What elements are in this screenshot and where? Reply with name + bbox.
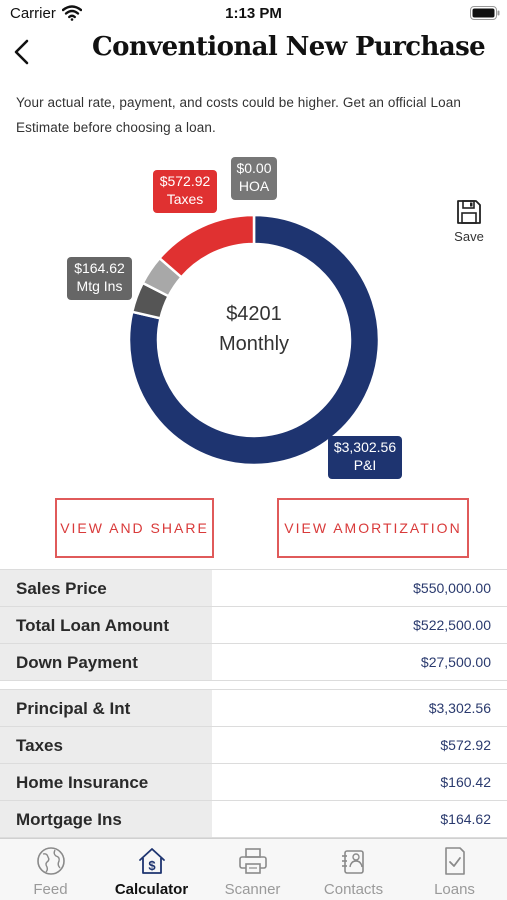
loan-summary-table: Sales Price $550,000.00 Total Loan Amoun… bbox=[0, 569, 507, 681]
tab-label: Loans bbox=[434, 881, 475, 898]
pi-tag: $3,302.56 P&I bbox=[328, 436, 402, 479]
hoa-tag: $0.00 HOA bbox=[231, 157, 277, 200]
floppy-disk-icon bbox=[457, 200, 481, 224]
table-row: Total Loan Amount $522,500.00 bbox=[0, 607, 507, 644]
contacts-icon bbox=[341, 850, 364, 874]
printer-icon bbox=[238, 848, 267, 874]
taxes-tag-label: Taxes bbox=[166, 191, 204, 207]
row-label-cell bbox=[0, 727, 212, 763]
mtg-ins-tag: $164.62 Mtg Ins bbox=[67, 257, 132, 300]
payment-donut-chart: $4201 Monthly bbox=[0, 150, 507, 490]
tab-calculator[interactable]: $ Calculator bbox=[101, 839, 202, 900]
row-label-cell bbox=[0, 801, 212, 837]
page-title: Conventional New Purchase bbox=[92, 32, 486, 62]
row-value: $522,500.00 bbox=[413, 617, 491, 633]
row-label-cell bbox=[0, 764, 212, 800]
globe-icon bbox=[36, 847, 65, 875]
mtg-ins-tag-label: Mtg Ins bbox=[76, 278, 123, 294]
row-value: $3,302.56 bbox=[428, 700, 491, 716]
monthly-amount: $4201 bbox=[226, 303, 282, 325]
view-and-share-button[interactable]: VIEW AND SHARE bbox=[55, 498, 214, 558]
row-label: Down Payment bbox=[16, 653, 138, 672]
tab-label: Contacts bbox=[323, 881, 384, 898]
view-amortization-button[interactable]: VIEW AMORTIZATION bbox=[277, 498, 469, 558]
row-label-cell bbox=[0, 607, 212, 643]
row-label: Sales Price bbox=[16, 579, 107, 598]
donut-slice-taxes bbox=[157, 213, 256, 279]
donut-slice-p-i bbox=[127, 213, 381, 467]
mtg-ins-tag-value: $164.62 bbox=[74, 260, 125, 276]
row-value: $160.42 bbox=[440, 774, 491, 790]
table-row: Principal & Int $3,302.56 bbox=[0, 690, 507, 727]
row-label: Home Insurance bbox=[16, 773, 149, 792]
tab-label: Feed bbox=[33, 881, 68, 898]
carrier-label: Carrier bbox=[10, 5, 56, 22]
calculator-house-icon: $ bbox=[138, 848, 165, 874]
tab-loans[interactable]: Loans bbox=[404, 839, 505, 900]
payment-breakdown-table: Principal & Int $3,302.56 Taxes $572.92 … bbox=[0, 689, 507, 838]
wifi-icon bbox=[62, 5, 82, 21]
row-value: $550,000.00 bbox=[413, 580, 491, 596]
save-label: Save bbox=[454, 229, 484, 244]
table-row: Home Insurance $160.42 bbox=[0, 764, 507, 801]
status-time: 1:13 PM bbox=[225, 5, 282, 22]
pi-tag-label: P&I bbox=[353, 457, 377, 473]
document-check-icon bbox=[444, 847, 465, 875]
monthly-label: Monthly bbox=[218, 333, 290, 355]
tab-scanner[interactable]: Scanner bbox=[202, 839, 303, 900]
table-row: Taxes $572.92 bbox=[0, 727, 507, 764]
row-label-cell bbox=[0, 570, 212, 606]
save-button[interactable]: Save bbox=[448, 198, 490, 250]
status-bar: Carrier 1:13 PM bbox=[0, 0, 507, 28]
row-label: Principal & Int bbox=[16, 699, 131, 718]
row-value: $572.92 bbox=[440, 737, 491, 753]
table-row: Down Payment $27,500.00 bbox=[0, 644, 507, 681]
row-label-cell bbox=[0, 690, 212, 726]
back-button[interactable] bbox=[8, 32, 38, 72]
hoa-tag-label: HOA bbox=[238, 178, 270, 194]
tab-label: Scanner bbox=[224, 881, 281, 898]
tab-feed[interactable]: Feed bbox=[0, 839, 101, 900]
row-label: Total Loan Amount bbox=[16, 616, 169, 635]
taxes-tag-value: $572.92 bbox=[159, 173, 211, 189]
battery-icon bbox=[470, 6, 500, 20]
table-row: Sales Price $550,000.00 bbox=[0, 570, 507, 607]
row-label-cell bbox=[0, 644, 212, 680]
tab-contacts[interactable]: Contacts bbox=[303, 839, 404, 900]
row-value: $164.62 bbox=[440, 811, 491, 827]
donut-svg bbox=[127, 213, 381, 467]
hoa-tag-value: $0.00 bbox=[236, 160, 272, 176]
taxes-tag: $572.92 Taxes bbox=[153, 170, 217, 213]
pi-tag-value: $3,302.56 bbox=[333, 439, 397, 455]
row-label: Mortgage Ins bbox=[16, 810, 122, 829]
navigation-bar: Conventional New Purchase bbox=[0, 28, 507, 76]
row-value: $27,500.00 bbox=[420, 654, 491, 670]
tab-bar: Feed $ Calculator Scanner Contacts bbox=[0, 838, 507, 900]
svg-text:$: $ bbox=[148, 858, 156, 873]
disclaimer-text: Your actual rate, payment, and costs cou… bbox=[16, 95, 461, 135]
tab-label: Calculator bbox=[114, 881, 189, 898]
table-row: Mortgage Ins $164.62 bbox=[0, 801, 507, 838]
row-label: Taxes bbox=[16, 736, 63, 755]
